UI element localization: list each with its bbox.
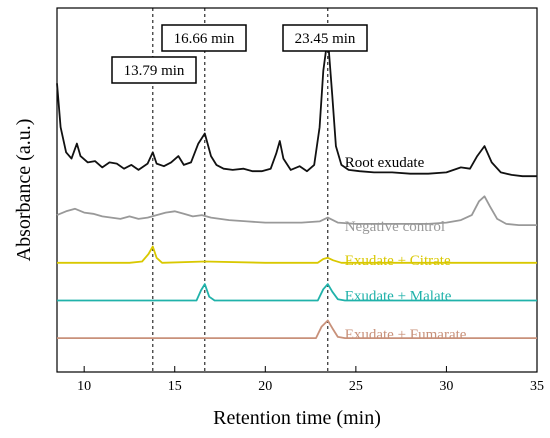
y-axis-title: Absorbance (a.u.) [13, 119, 35, 262]
series-line [57, 283, 537, 302]
x-tick-label: 30 [439, 379, 453, 394]
series-line [57, 245, 537, 264]
annotation-box [282, 24, 368, 52]
annotation-label: 23.45 min [295, 31, 356, 47]
annotation-label: 16.66 min [174, 31, 235, 47]
series-label: Exudate + Malate [345, 288, 452, 304]
annotation-box [161, 24, 247, 52]
x-tick-label: 10 [77, 379, 91, 394]
x-axis-title: Retention time (min) [213, 407, 381, 429]
annotation-label: 13.79 min [124, 63, 185, 79]
plot-frame [56, 7, 538, 373]
series-line [56, 36, 537, 178]
x-tick-label: 25 [349, 379, 363, 394]
series-group [56, 36, 537, 339]
x-tick-label: 20 [258, 379, 272, 394]
x-tick-label: 15 [168, 379, 182, 394]
series-labels: Root exudate Negative control Exudate + Ci… [345, 155, 467, 343]
annotation-box [111, 56, 197, 84]
series-line [57, 319, 537, 339]
series-label: Root exudate [345, 155, 425, 171]
series-label: Exudate + Fumarate [345, 327, 467, 343]
series-line [56, 195, 537, 226]
x-axis: 10 15 20 25 30 35 [77, 366, 544, 394]
series-label: Exudate + Citrate [345, 253, 451, 269]
annotations: 13.79 min 16.66 min 23.45 min [111, 24, 368, 84]
series-label: Negative control [345, 219, 445, 235]
x-tick-label: 35 [530, 379, 544, 394]
